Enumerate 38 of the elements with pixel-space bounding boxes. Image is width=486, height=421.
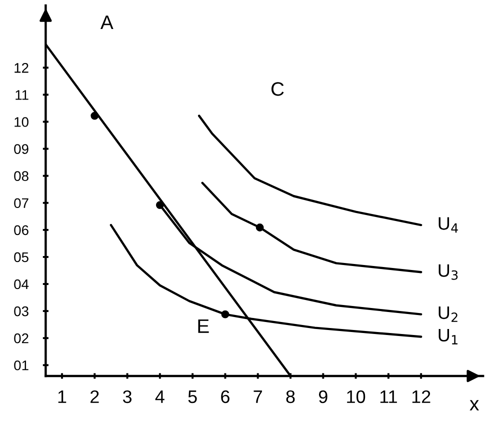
series-label: U$_{2}$ (438, 306, 458, 322)
y-tick-label: 10 (14, 117, 28, 127)
x-tick-label: 10 (347, 390, 366, 404)
y-tick-label: 01 (14, 360, 28, 370)
series-label: U$_{3}$ (438, 264, 458, 280)
x-tick-label: 4 (155, 390, 164, 403)
annotation: E (198, 319, 209, 333)
y-tick-label: 05 (14, 252, 28, 262)
series-label: U$_{1}$ (438, 328, 458, 344)
y-tick-label: 08 (14, 171, 28, 182)
x-tick-label: 8 (286, 390, 295, 404)
line-series (201, 182, 422, 274)
x-tick-label: 11 (380, 390, 397, 403)
x-tick-label: 7 (254, 390, 262, 403)
x-tick-label: 9 (318, 390, 328, 404)
x-tick-label: 1 (58, 390, 66, 403)
y-tick-label: 09 (14, 144, 28, 154)
x-tick-label: 2 (90, 390, 99, 403)
annotation: C (271, 82, 284, 96)
point (256, 224, 264, 232)
x-tick-label: 12 (412, 390, 430, 403)
y-tick-label: 02 (14, 333, 28, 344)
y-tick-label: 12 (14, 63, 28, 73)
x-tick-label: 6 (221, 390, 230, 404)
x-tick-label: 5 (188, 390, 197, 404)
annotation: A (100, 16, 114, 30)
y-tick-label: 07 (14, 198, 28, 208)
y-tick-label: 11 (16, 90, 28, 100)
y-tick-label: 03 (14, 306, 28, 316)
x-axis-title: x (470, 400, 479, 410)
point (221, 310, 230, 318)
line-series (198, 114, 422, 226)
point (90, 112, 99, 120)
x-tick-label: 3 (122, 390, 132, 404)
series-label: U$_{4}$ (438, 217, 458, 233)
y-tick-label: 06 (14, 225, 28, 236)
point (156, 201, 164, 209)
y-tick-label: 04 (14, 279, 29, 290)
